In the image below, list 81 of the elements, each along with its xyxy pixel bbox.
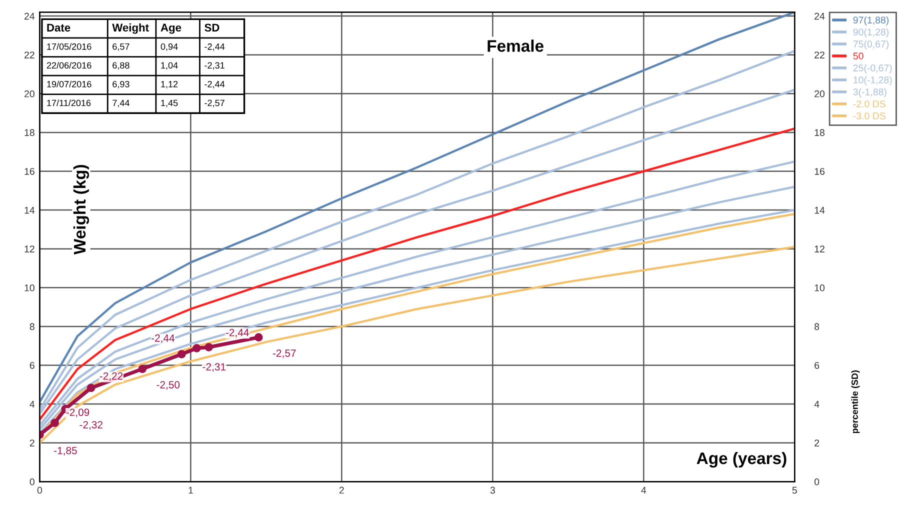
y-tick-label: 20: [24, 90, 34, 98]
y2-tick-label: 24: [814, 12, 825, 20]
y2-tick-label: 10: [814, 284, 825, 292]
annotation: 6,57: [112, 43, 130, 51]
x-tick-label: 3: [490, 486, 495, 494]
annotation: 22/06/2016: [46, 62, 92, 69]
legend-label: 50: [853, 52, 864, 60]
y-tick-label: 24: [24, 12, 35, 20]
annotation: 0,94: [160, 43, 178, 51]
text: Female: [488, 40, 544, 52]
annotation: 19/07/2016: [47, 80, 92, 88]
y2-axis-title: percentile (SD): [851, 370, 860, 434]
x-tick-label: 1: [188, 486, 193, 494]
x-tick-label: 5: [792, 486, 797, 494]
legend-label: 3(-1,88): [853, 88, 886, 98]
annotation: 6,88: [112, 62, 130, 70]
annotation: Age: [160, 24, 182, 34]
y-tick-label: 10: [24, 284, 34, 292]
annotation: SD: [204, 24, 220, 32]
y2-tick-label: 22: [814, 52, 824, 58]
point: [254, 333, 263, 342]
y-tick-label: 0: [30, 478, 34, 486]
legend-label: -2.0 DS: [853, 100, 886, 108]
annotation: -2,09: [66, 408, 90, 418]
legend-label: -3.0 DS: [853, 112, 886, 120]
y2-tick-label: 18: [814, 129, 824, 136]
annotation: Date: [47, 24, 70, 32]
y-tick-label: 22: [24, 52, 34, 58]
annotation: 17/11/2016: [47, 100, 91, 106]
y2-tick-label: 2: [814, 440, 820, 446]
annotation: -2,22: [100, 372, 123, 381]
y2-tick-label: 4: [814, 400, 820, 408]
legend-label: 97(1,88): [853, 16, 889, 26]
y2-tick-label: 12: [814, 246, 824, 252]
y-tick-label: 8: [30, 323, 34, 330]
point: [192, 344, 201, 352]
annotation: 7,44: [112, 100, 130, 108]
annotation: 17/05/2016: [47, 43, 92, 50]
annotation: 1,12: [161, 80, 178, 88]
annotation: 6,93: [112, 80, 130, 88]
annotation: 1,45: [161, 100, 178, 108]
x-tick-label: 4: [641, 486, 646, 494]
x-tick-label: 0: [37, 486, 42, 494]
y-tick-label: 14: [24, 206, 35, 214]
annotation: -2,32: [80, 421, 102, 430]
legend-label: 90(1,28): [853, 28, 889, 38]
legend-label: 10(-1,28): [854, 76, 892, 86]
annotation: -2,50: [156, 381, 180, 390]
y2-tick-label: 6: [814, 362, 820, 369]
y-tick-label: 4: [30, 400, 35, 408]
legend-label: 25(-0,67): [853, 64, 892, 74]
y-tick-label: 2: [30, 440, 34, 446]
y2-tick-label: 14: [814, 206, 825, 214]
point: [50, 418, 59, 428]
y-axis-title: Weight (kg): [73, 164, 90, 255]
annotation: -2,44: [226, 328, 249, 338]
y2-tick-label: 0: [814, 478, 820, 486]
x-tick-label: 2: [339, 486, 344, 494]
annotation: 1,04: [161, 62, 178, 70]
annotation: Weight: [112, 23, 149, 34]
y-tick-label: 16: [24, 168, 34, 175]
x-axis-title: Age (years): [696, 452, 786, 468]
point: [86, 384, 96, 392]
legend-label: 75(0,67): [853, 40, 889, 50]
y-tick-label: 18: [24, 129, 34, 136]
annotation: -2,44: [204, 43, 225, 51]
point: [138, 364, 147, 374]
y2-tick-label: 16: [814, 168, 824, 175]
y2-tick-label: 8: [814, 323, 820, 330]
y-tick-label: 6: [30, 362, 34, 369]
annotation: -1,85: [54, 446, 77, 456]
annotation: -2,44: [204, 80, 225, 88]
annotation: -2,31: [204, 62, 224, 70]
annotation: -2,57: [204, 100, 224, 108]
y-tick-label: 12: [24, 246, 34, 252]
y2-tick-label: 20: [814, 90, 825, 98]
annotation: -2,31: [202, 363, 226, 372]
annotation: -2,44: [152, 334, 175, 344]
point: [177, 350, 186, 358]
point: [204, 343, 213, 352]
annotation: -2,57: [272, 349, 296, 358]
